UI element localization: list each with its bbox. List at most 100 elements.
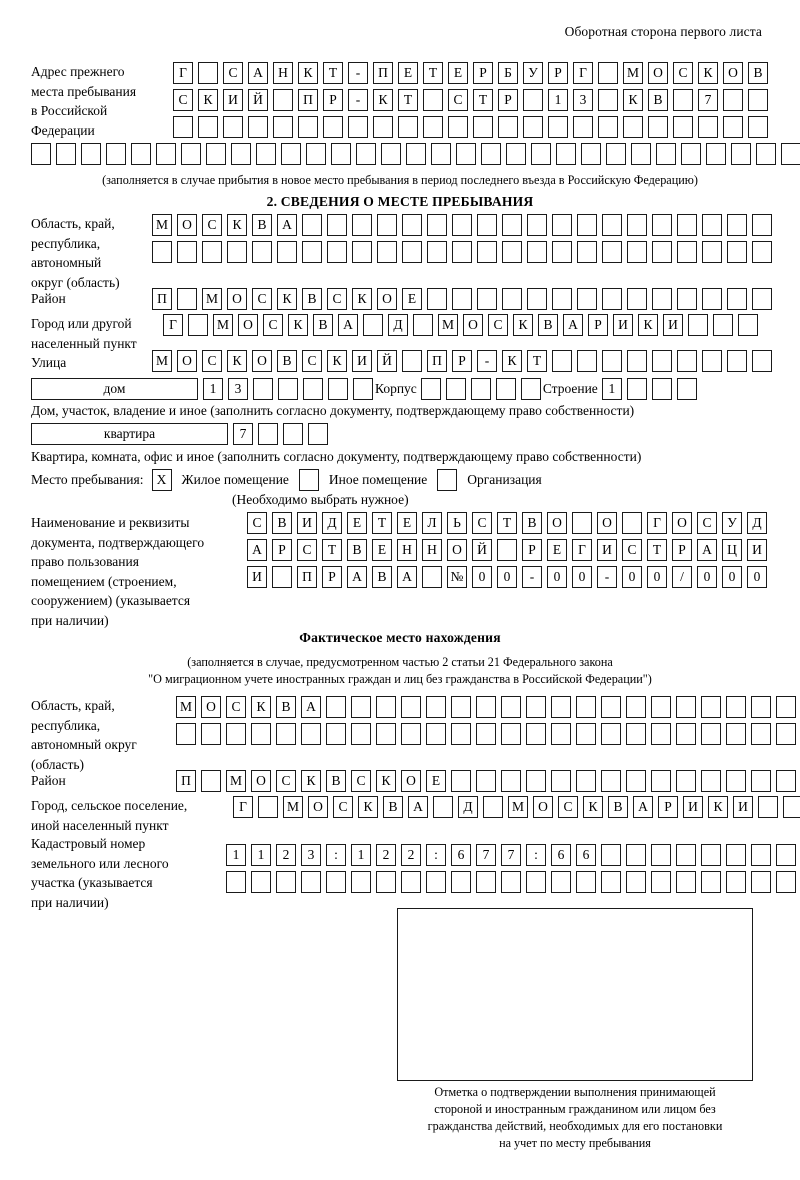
char-cell[interactable] [501, 871, 521, 893]
char-cell[interactable] [601, 770, 621, 792]
char-cell[interactable]: С [488, 314, 508, 336]
char-cell[interactable] [776, 770, 796, 792]
char-cell[interactable] [776, 723, 796, 745]
char-cell[interactable]: 1 [548, 89, 568, 111]
char-cell[interactable]: Й [377, 350, 397, 372]
char-cell[interactable]: А [563, 314, 583, 336]
char-cell[interactable]: В [252, 214, 272, 236]
char-cell[interactable]: Е [372, 539, 392, 561]
char-cell[interactable]: О [308, 796, 328, 818]
char-cell[interactable]: О [547, 512, 567, 534]
char-cell[interactable] [456, 143, 476, 165]
char-cell[interactable]: 3 [228, 378, 248, 400]
char-cell[interactable]: С [472, 512, 492, 534]
char-cell[interactable] [152, 241, 172, 263]
char-cell[interactable] [301, 871, 321, 893]
char-cell[interactable]: И [247, 566, 267, 588]
char-cell[interactable] [752, 241, 772, 263]
char-cell[interactable] [627, 288, 647, 310]
char-cell[interactable] [626, 723, 646, 745]
char-cell[interactable]: М [176, 696, 196, 718]
char-cell[interactable]: И [613, 314, 633, 336]
char-cell[interactable] [426, 723, 446, 745]
char-cell[interactable] [281, 143, 301, 165]
char-cell[interactable]: А [277, 214, 297, 236]
char-cell[interactable] [677, 350, 697, 372]
char-cell[interactable] [723, 89, 743, 111]
char-cell[interactable] [572, 512, 592, 534]
char-cell[interactable]: : [526, 844, 546, 866]
char-cell[interactable]: Е [402, 288, 422, 310]
char-cell[interactable] [445, 378, 466, 400]
char-cell[interactable] [576, 871, 596, 893]
char-cell[interactable]: А [697, 539, 717, 561]
char-cell[interactable]: С [327, 288, 347, 310]
char-cell[interactable] [401, 871, 421, 893]
char-cell[interactable]: Й [472, 539, 492, 561]
char-cell[interactable] [651, 844, 671, 866]
char-cell[interactable] [551, 723, 571, 745]
char-cell[interactable]: 2 [276, 844, 296, 866]
char-cell[interactable] [376, 871, 396, 893]
char-cell[interactable]: 0 [747, 566, 767, 588]
char-cell[interactable] [677, 214, 697, 236]
char-cell[interactable]: О [252, 350, 272, 372]
char-cell[interactable]: В [276, 696, 296, 718]
char-cell[interactable] [552, 214, 572, 236]
char-cell[interactable] [652, 350, 672, 372]
region-row-2[interactable] [152, 241, 772, 263]
char-cell[interactable]: С [302, 350, 322, 372]
char-cell[interactable] [677, 288, 697, 310]
char-cell[interactable]: С [226, 696, 246, 718]
char-cell[interactable]: 0 [497, 566, 517, 588]
char-cell[interactable]: 7 [233, 423, 253, 445]
char-cell[interactable] [298, 116, 318, 138]
char-cell[interactable]: О [463, 314, 483, 336]
char-cell[interactable]: К [288, 314, 308, 336]
char-cell[interactable] [106, 143, 126, 165]
char-cell[interactable] [520, 378, 541, 400]
char-cell[interactable] [303, 378, 323, 400]
char-cell[interactable] [502, 214, 522, 236]
char-cell[interactable]: Т [322, 539, 342, 561]
char-cell[interactable] [526, 723, 546, 745]
char-cell[interactable] [651, 378, 672, 400]
char-cell[interactable]: 7 [476, 844, 496, 866]
char-cell[interactable] [702, 288, 722, 310]
char-cell[interactable]: О [238, 314, 258, 336]
char-cell[interactable] [258, 796, 278, 818]
char-cell[interactable]: У [523, 62, 543, 84]
char-cell[interactable]: Т [398, 89, 418, 111]
stamp-area[interactable] [397, 908, 753, 1081]
char-cell[interactable]: В [522, 512, 542, 534]
char-cell[interactable]: 0 [697, 566, 717, 588]
char-cell[interactable] [651, 696, 671, 718]
char-cell[interactable] [256, 143, 276, 165]
char-cell[interactable] [381, 143, 401, 165]
char-cell[interactable]: М [152, 350, 172, 372]
char-cell[interactable] [376, 696, 396, 718]
char-cell[interactable]: С [448, 89, 468, 111]
char-cell[interactable] [601, 844, 621, 866]
char-cell[interactable] [326, 696, 346, 718]
char-cell[interactable] [423, 116, 443, 138]
char-cell[interactable] [451, 696, 471, 718]
char-cell[interactable] [626, 844, 646, 866]
char-cell[interactable]: Е [426, 770, 446, 792]
char-cell[interactable]: С [252, 288, 272, 310]
char-cell[interactable] [306, 143, 326, 165]
char-cell[interactable] [651, 723, 671, 745]
checkbox-inoe[interactable] [298, 469, 319, 491]
char-cell[interactable] [427, 241, 447, 263]
char-cell[interactable]: К [227, 214, 247, 236]
char-cell[interactable]: К [198, 89, 218, 111]
char-cell[interactable]: М [438, 314, 458, 336]
char-cell[interactable]: Т [473, 89, 493, 111]
char-cell[interactable]: К [376, 770, 396, 792]
char-cell[interactable] [327, 241, 347, 263]
char-cell[interactable] [283, 423, 303, 445]
char-cell[interactable] [81, 143, 101, 165]
